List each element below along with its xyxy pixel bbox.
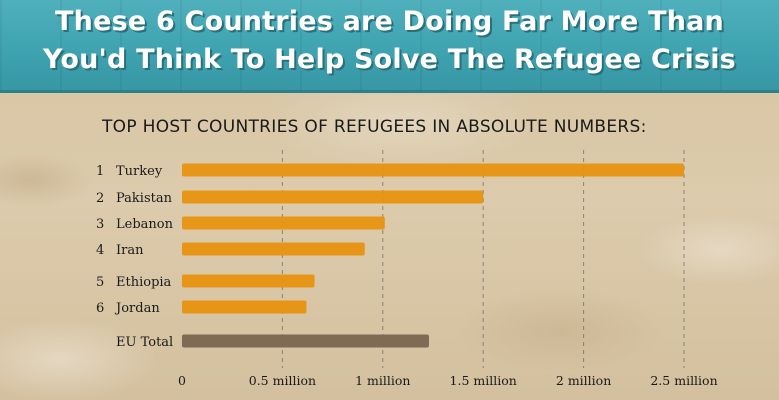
chart-title: TOP HOST COUNTRIES OF REFUGEES IN ABSOLU… bbox=[102, 117, 647, 137]
rank-label: 3 bbox=[96, 217, 104, 232]
tick-label-3: 1.5 million bbox=[450, 373, 517, 388]
bar-iran bbox=[182, 242, 365, 256]
rank-label: 6 bbox=[96, 301, 104, 316]
category-label-pakistan: Pakistan bbox=[116, 191, 173, 206]
bar-ethiopia bbox=[182, 274, 315, 288]
rank-label: 4 bbox=[96, 243, 104, 258]
headline-line-1: These 6 Countries are Doing Far More Tha… bbox=[55, 6, 724, 37]
category-label-ethiopia: Ethiopia bbox=[116, 275, 172, 290]
tick-label-5: 2.5 million bbox=[650, 373, 717, 388]
category-label-turkey: Turkey bbox=[116, 164, 163, 179]
headline-line-2: You'd Think To Help Solve The Refugee Cr… bbox=[43, 44, 736, 75]
category-label-iran: Iran bbox=[116, 243, 144, 258]
rank-label: 2 bbox=[96, 191, 104, 206]
bar-lebanon bbox=[182, 216, 385, 230]
tick-label-4: 2 million bbox=[556, 373, 611, 388]
bar-pakistan bbox=[182, 190, 484, 204]
tick-label-2: 1 million bbox=[355, 373, 410, 388]
bar-jordan bbox=[182, 300, 307, 314]
category-label-lebanon: Lebanon bbox=[116, 217, 174, 232]
bar-eu-total bbox=[182, 334, 429, 348]
rank-label: 5 bbox=[96, 275, 104, 290]
rank-label: 1 bbox=[96, 164, 104, 179]
category-label-eu-total: EU Total bbox=[116, 335, 173, 350]
bar-turkey bbox=[182, 163, 684, 177]
category-label-jordan: Jordan bbox=[114, 301, 160, 316]
title-banner: These 6 Countries are Doing Far More Tha… bbox=[0, 0, 779, 93]
tick-label-1: 0.5 million bbox=[249, 373, 316, 388]
tick-label-0: 0 bbox=[178, 373, 186, 388]
